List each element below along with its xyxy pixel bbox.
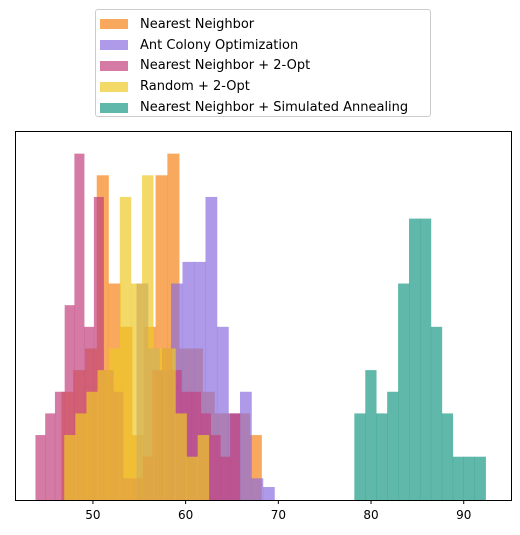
plot-frame: [15, 131, 512, 501]
histogram-bar: [119, 196, 132, 501]
histogram-bar: [205, 196, 218, 501]
histogram-bar: [230, 413, 241, 500]
legend-label: Nearest Neighbor + 2-Opt: [140, 58, 311, 74]
histogram-bar: [35, 435, 46, 500]
histogram-bar: [262, 487, 275, 500]
histogram-bar: [153, 348, 165, 500]
histogram-bar: [97, 370, 109, 500]
legend-item-nearest-neighbor: Nearest Neighbor: [100, 14, 430, 35]
x-tick-label: 60: [178, 508, 193, 522]
legend: Nearest Neighbor Ant Colony Optimization…: [95, 9, 431, 117]
histogram-bar: [186, 456, 198, 500]
histogram-bar: [164, 348, 176, 500]
legend-swatch: [100, 19, 128, 30]
histogram-bar: [441, 413, 454, 500]
x-tick-label: 90: [456, 508, 471, 522]
histogram-bar: [452, 456, 465, 500]
legend-item-random-2opt: Random + 2-Opt: [100, 76, 430, 97]
histogram-bar: [175, 413, 187, 500]
histogram-bar: [387, 391, 399, 500]
legend-swatch: [100, 102, 128, 113]
x-tick-label: 70: [271, 508, 286, 522]
legend-swatch: [100, 40, 128, 51]
histogram-bar: [108, 348, 121, 500]
legend-item-ant-colony: Ant Colony Optimization: [100, 35, 430, 56]
histogram-bar: [365, 370, 377, 500]
legend-label: Nearest Neighbor: [140, 16, 255, 32]
x-axis: 50 60 70 80 90: [85, 500, 471, 522]
histogram-bar: [197, 435, 210, 500]
histogram-bar: [220, 456, 231, 500]
legend-label: Nearest Neighbor + Simulated Annealing: [140, 100, 409, 116]
histogram-bar: [210, 435, 221, 500]
x-tick-label: 50: [85, 508, 100, 522]
histogram-bar: [474, 456, 486, 500]
histogram-bar: [419, 218, 432, 500]
histogram-bar: [376, 413, 388, 500]
legend-swatch: [100, 81, 128, 92]
histogram-bar: [251, 478, 264, 500]
histogram-bar: [86, 391, 98, 500]
bars-layer: [35, 153, 486, 501]
histogram-bar: [398, 283, 410, 500]
histogram-bar: [74, 153, 85, 500]
legend-item-nn-sa: Nearest Neighbor + Simulated Annealing: [100, 97, 430, 118]
histogram-bar: [64, 435, 76, 500]
legend-item-nn-2opt: Nearest Neighbor + 2-Opt: [100, 56, 430, 77]
legend-label: Ant Colony Optimization: [140, 37, 299, 53]
histogram-bar: [239, 391, 252, 500]
histogram-bar: [45, 413, 56, 500]
histogram-bar: [75, 413, 87, 500]
histogram-bar: [54, 391, 65, 500]
histogram-bar: [130, 283, 143, 500]
histogram-bar: [182, 261, 195, 500]
x-tick-label: 80: [363, 508, 378, 522]
legend-label: Random + 2-Opt: [140, 79, 250, 95]
histogram-bar: [354, 413, 366, 500]
histogram-bar: [409, 218, 421, 500]
histogram-bar: [216, 326, 229, 500]
histogram-bar: [64, 305, 75, 500]
histogram-bar: [93, 196, 104, 501]
histogram-bar: [430, 326, 443, 500]
histogram-bar: [142, 175, 154, 500]
histogram-bar: [193, 261, 206, 500]
legend-swatch: [100, 60, 128, 71]
histogram-bar: [191, 391, 202, 500]
histogram-bar: [463, 456, 475, 500]
